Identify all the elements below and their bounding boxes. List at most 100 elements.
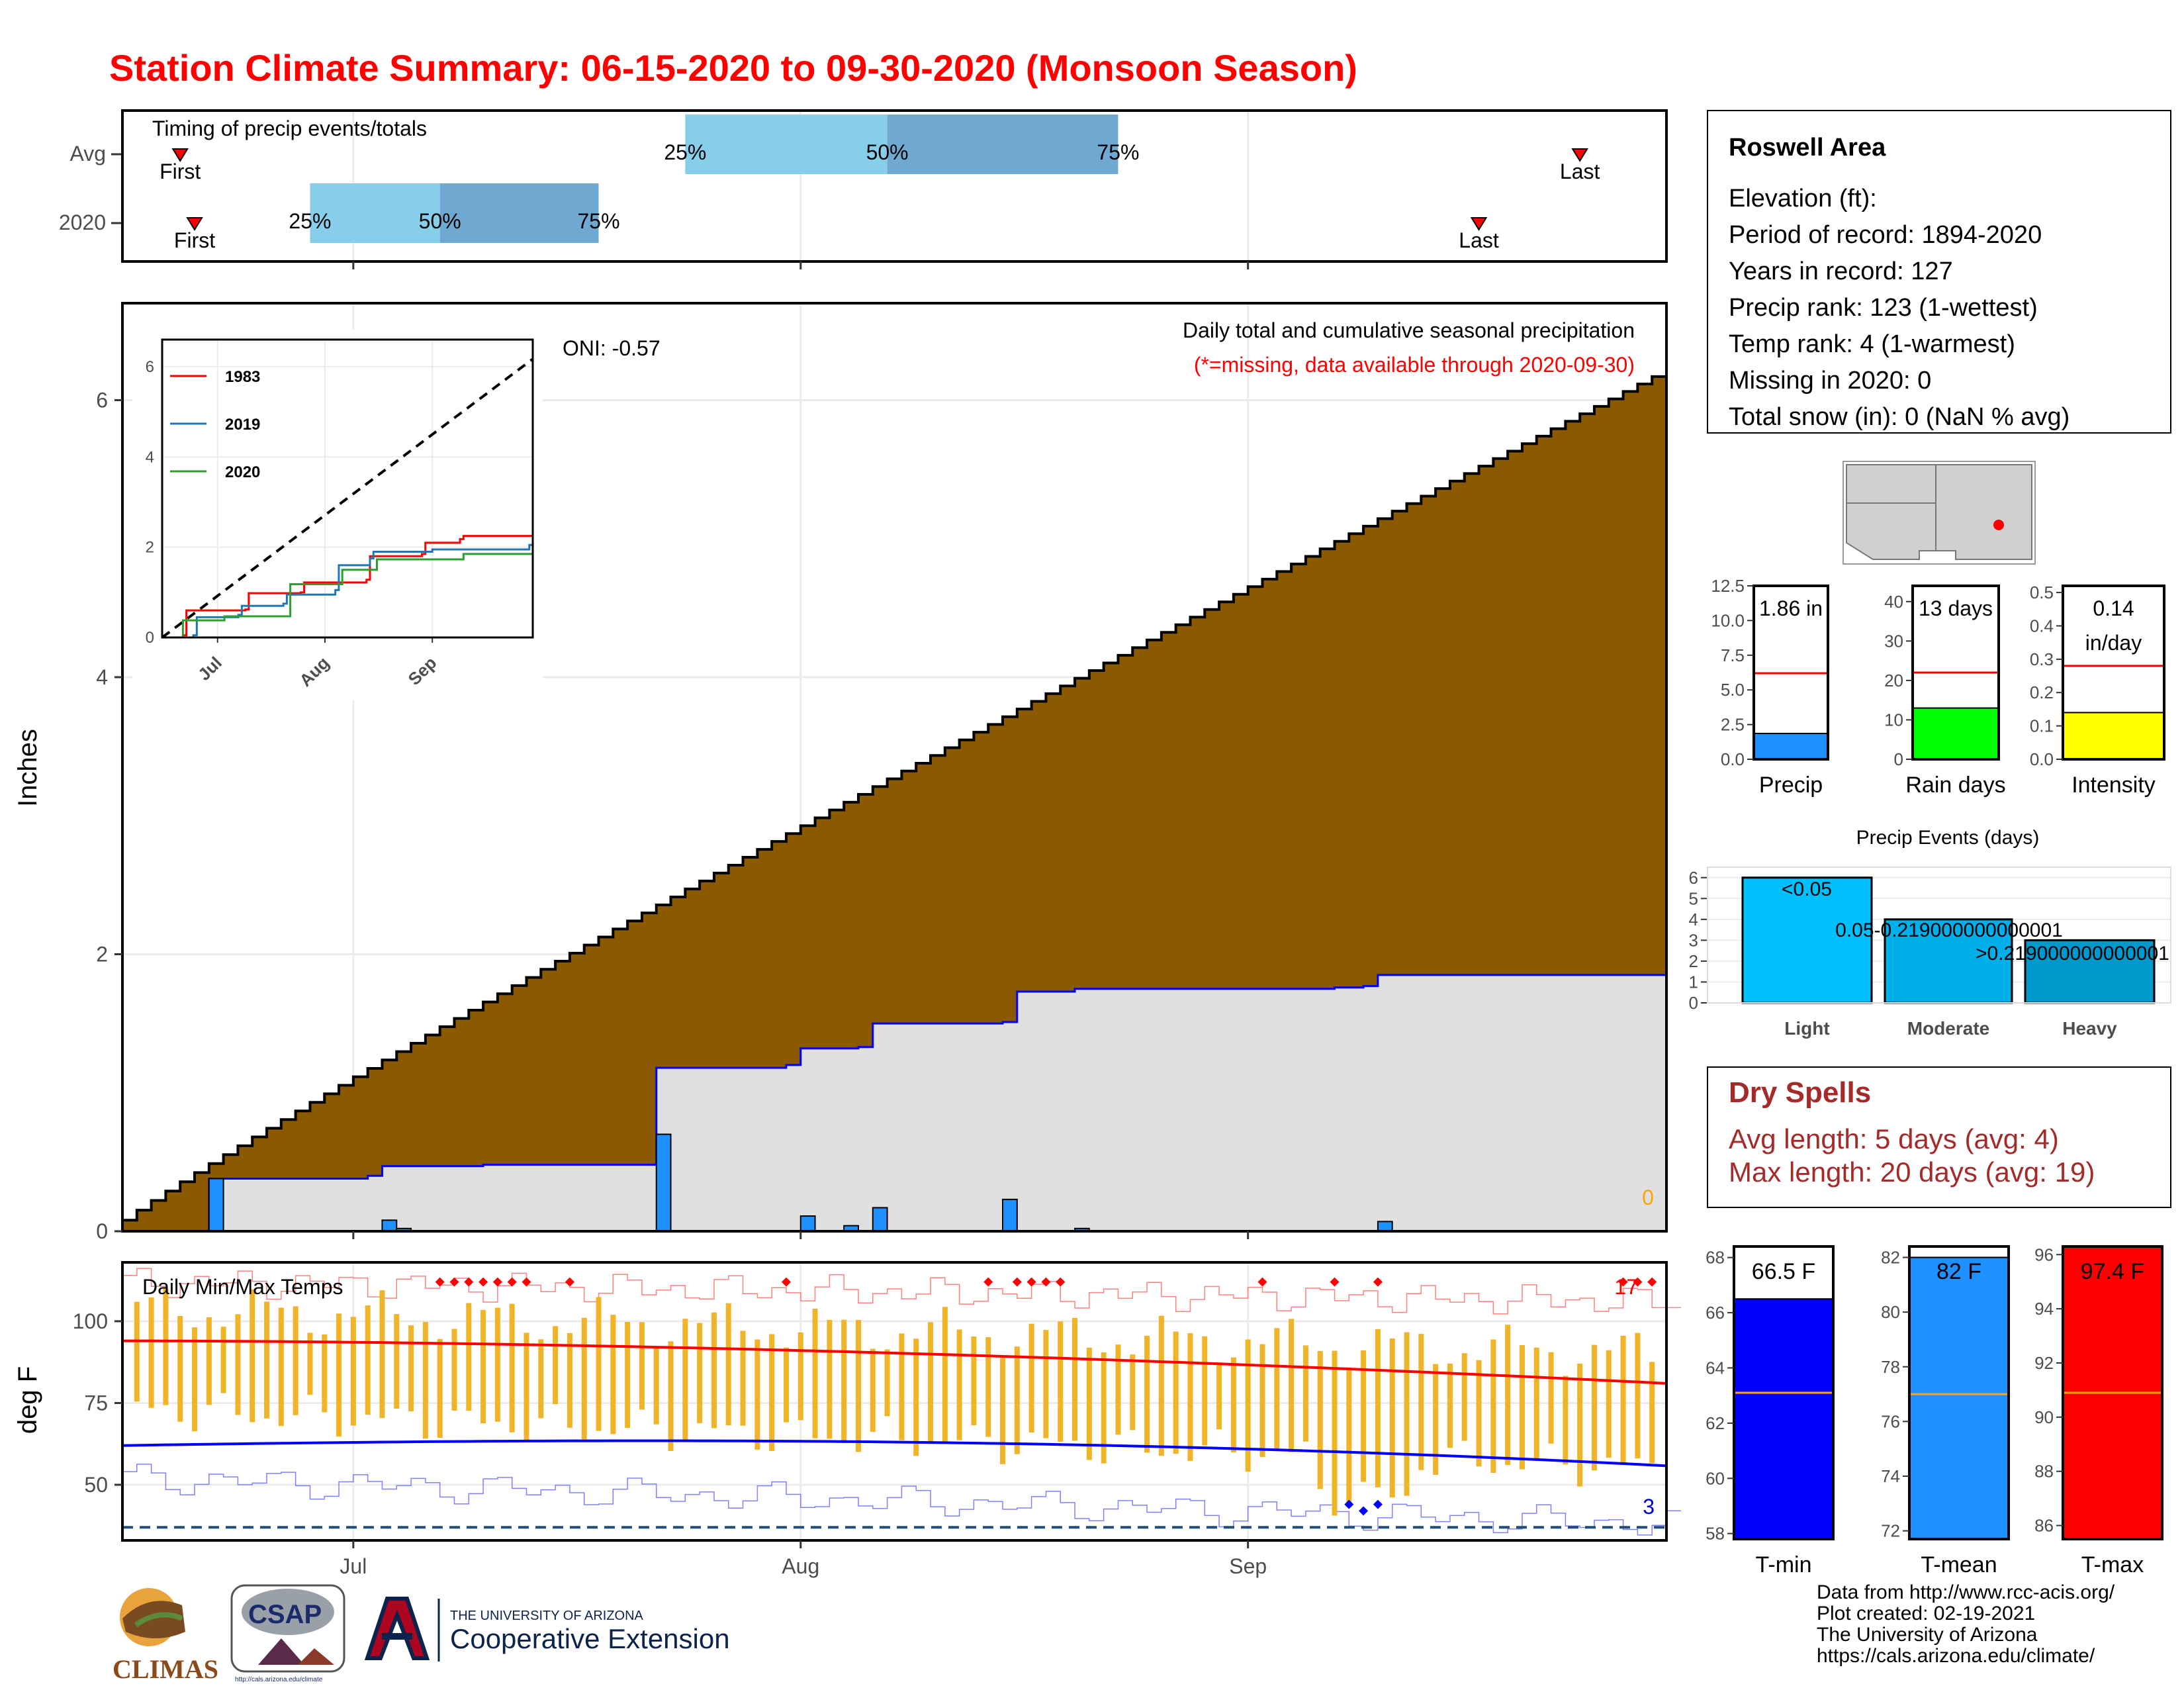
temp-summary-bar: [1733, 1298, 1834, 1540]
station-info-line: Temp rank: 4 (1-warmest): [1729, 330, 2015, 358]
daily-temp-bar: [480, 1309, 486, 1424]
page-title: Station Climate Summary: 06-15-2020 to 0…: [109, 47, 1357, 89]
temp-summary-ytick-label: 80: [1881, 1302, 1900, 1322]
daily-temp-bar: [1230, 1357, 1236, 1453]
inset-series-line: [162, 534, 534, 639]
timing-bar-25-50: [685, 115, 887, 174]
timing-label-50: 50%: [419, 209, 461, 233]
daily-temp-bar: [754, 1339, 760, 1450]
daily-temp-bar: [1101, 1352, 1107, 1464]
mini-panel-label: Rain days: [1905, 773, 2005, 798]
daily-temp-bar: [725, 1303, 731, 1426]
mini-value-label: 13 days: [1919, 596, 1993, 620]
daily-temp-bar: [250, 1289, 255, 1423]
daily-temp-bar: [1158, 1315, 1164, 1456]
mini-ytick-label: 10.0: [1711, 610, 1745, 630]
daily-temp-bar: [913, 1338, 919, 1456]
timing-bar-50-75: [439, 183, 599, 243]
daily-temp-bar: [567, 1333, 572, 1428]
precip-panel-border: [121, 302, 1668, 1233]
inset-ytick-label: 2: [146, 539, 154, 557]
precip-events-ytick-label: 1: [1689, 972, 1698, 992]
record-high-marker: [492, 1277, 502, 1287]
timing-panel-border: [121, 109, 1668, 263]
precip-event-category: Light: [1784, 1018, 1829, 1039]
temp-summary-border: [1733, 1245, 1835, 1540]
daily-temp-bar: [163, 1288, 169, 1405]
normal-min-line: [122, 1439, 1667, 1468]
daily-temp-bar: [278, 1307, 284, 1427]
daily-temp-bar: [394, 1314, 400, 1409]
temp-summary-label: T-max: [2081, 1552, 2144, 1577]
daily-temp-bar: [1245, 1339, 1251, 1472]
timing-label-last: Last: [1560, 160, 1600, 183]
mini-ytick-label: 0.2: [2030, 682, 2054, 702]
daily-temp-bar: [769, 1334, 775, 1452]
temp-summary-ytick-label: 94: [2034, 1299, 2054, 1319]
precip-event-category: Heavy: [2062, 1018, 2117, 1039]
mini-ytick-label: 0.0: [1721, 749, 1745, 769]
daily-temp-bar: [177, 1315, 183, 1422]
temp-summary-ytick-label: 96: [2034, 1244, 2054, 1264]
precip-event-category: Moderate: [1907, 1018, 1989, 1039]
record-high-marker: [464, 1277, 474, 1287]
precip-title: Daily total and cumulative seasonal prec…: [1183, 318, 1635, 342]
daily-temp-bar: [783, 1347, 789, 1423]
inset-legend-label: 2020: [225, 463, 260, 481]
daily-temp-bar: [523, 1333, 529, 1442]
record-high-marker: [1012, 1277, 1022, 1287]
daily-temp-bar: [509, 1303, 515, 1432]
inset-ytick-label: 6: [146, 358, 154, 376]
mini-ytick-label: 20: [1884, 671, 1903, 690]
temp-summary-ytick-label: 76: [1881, 1411, 1900, 1431]
daily-temp-bar: [899, 1333, 905, 1440]
precip-events-ytick-label: 6: [1689, 868, 1698, 888]
record-low-marker: [1359, 1506, 1369, 1516]
daily-precip-bar: [381, 1219, 398, 1232]
daily-temp-bar: [1043, 1330, 1049, 1438]
daily-temp-bar: [235, 1314, 241, 1415]
mini-ytick-label: 0.1: [2030, 716, 2054, 736]
inset-border: [161, 338, 534, 639]
daily-temp-bar: [985, 1336, 991, 1437]
daily-precip-bar: [799, 1215, 816, 1232]
daily-temp-bar: [1115, 1344, 1121, 1435]
daily-temp-bar: [422, 1321, 428, 1439]
daily-temp-bar: [379, 1290, 385, 1419]
timing-label-last: Last: [1459, 228, 1499, 252]
temp-xtick-label: Sep: [1229, 1554, 1267, 1578]
mini-value-bar: [1912, 707, 1999, 761]
mini-panel-label: Intensity: [2071, 773, 2156, 798]
record-high-marker: [1633, 1277, 1643, 1287]
mini-ytick-label: 5.0: [1721, 680, 1745, 700]
university-of-arizona-logo: THE UNIVERSITY OF ARIZONA Cooperative Ex…: [364, 1597, 730, 1662]
precip-ytick-label: 4: [96, 665, 108, 689]
precip-ylabel: Inches: [13, 729, 42, 807]
mini-ytick-label: 0.4: [2030, 616, 2054, 635]
daily-temp-bar: [307, 1333, 313, 1395]
daily-temp-bar: [466, 1303, 472, 1411]
station-info-line: Total snow (in): 0 (NaN % avg): [1729, 403, 2070, 431]
daily-temp-bar: [1187, 1333, 1193, 1461]
daily-temp-bar: [625, 1321, 631, 1429]
daily-temp-bar: [1302, 1345, 1308, 1442]
ua-small-text: THE UNIVERSITY OF ARIZONA: [450, 1609, 644, 1623]
mini-ytick-label: 0: [1894, 749, 1903, 769]
avg-cumulative-line: [121, 375, 1666, 1231]
inset-average-line: [161, 357, 534, 639]
record-high-marker: [1618, 1277, 1628, 1287]
record-high-marker: [1026, 1277, 1036, 1287]
daily-temp-bar: [1028, 1323, 1034, 1433]
daily-temp-bar: [1000, 1358, 1006, 1464]
daily-temp-bar: [668, 1341, 674, 1451]
daily-precip-bar: [1002, 1198, 1018, 1232]
csap-logo: CSAP http://cals.arizona.edu/climate: [230, 1584, 345, 1683]
daily-precip-bar: [655, 1133, 672, 1232]
cumulative-2020-area: [122, 974, 1666, 1231]
daily-temp-bar: [1216, 1363, 1222, 1430]
daily-temp-bar: [1072, 1317, 1078, 1441]
daily-precip-bar: [208, 1178, 224, 1233]
temp-summary-border: [1908, 1245, 2010, 1540]
timing-marker-last: [1470, 217, 1488, 231]
daily-temp-bar: [1259, 1344, 1265, 1457]
